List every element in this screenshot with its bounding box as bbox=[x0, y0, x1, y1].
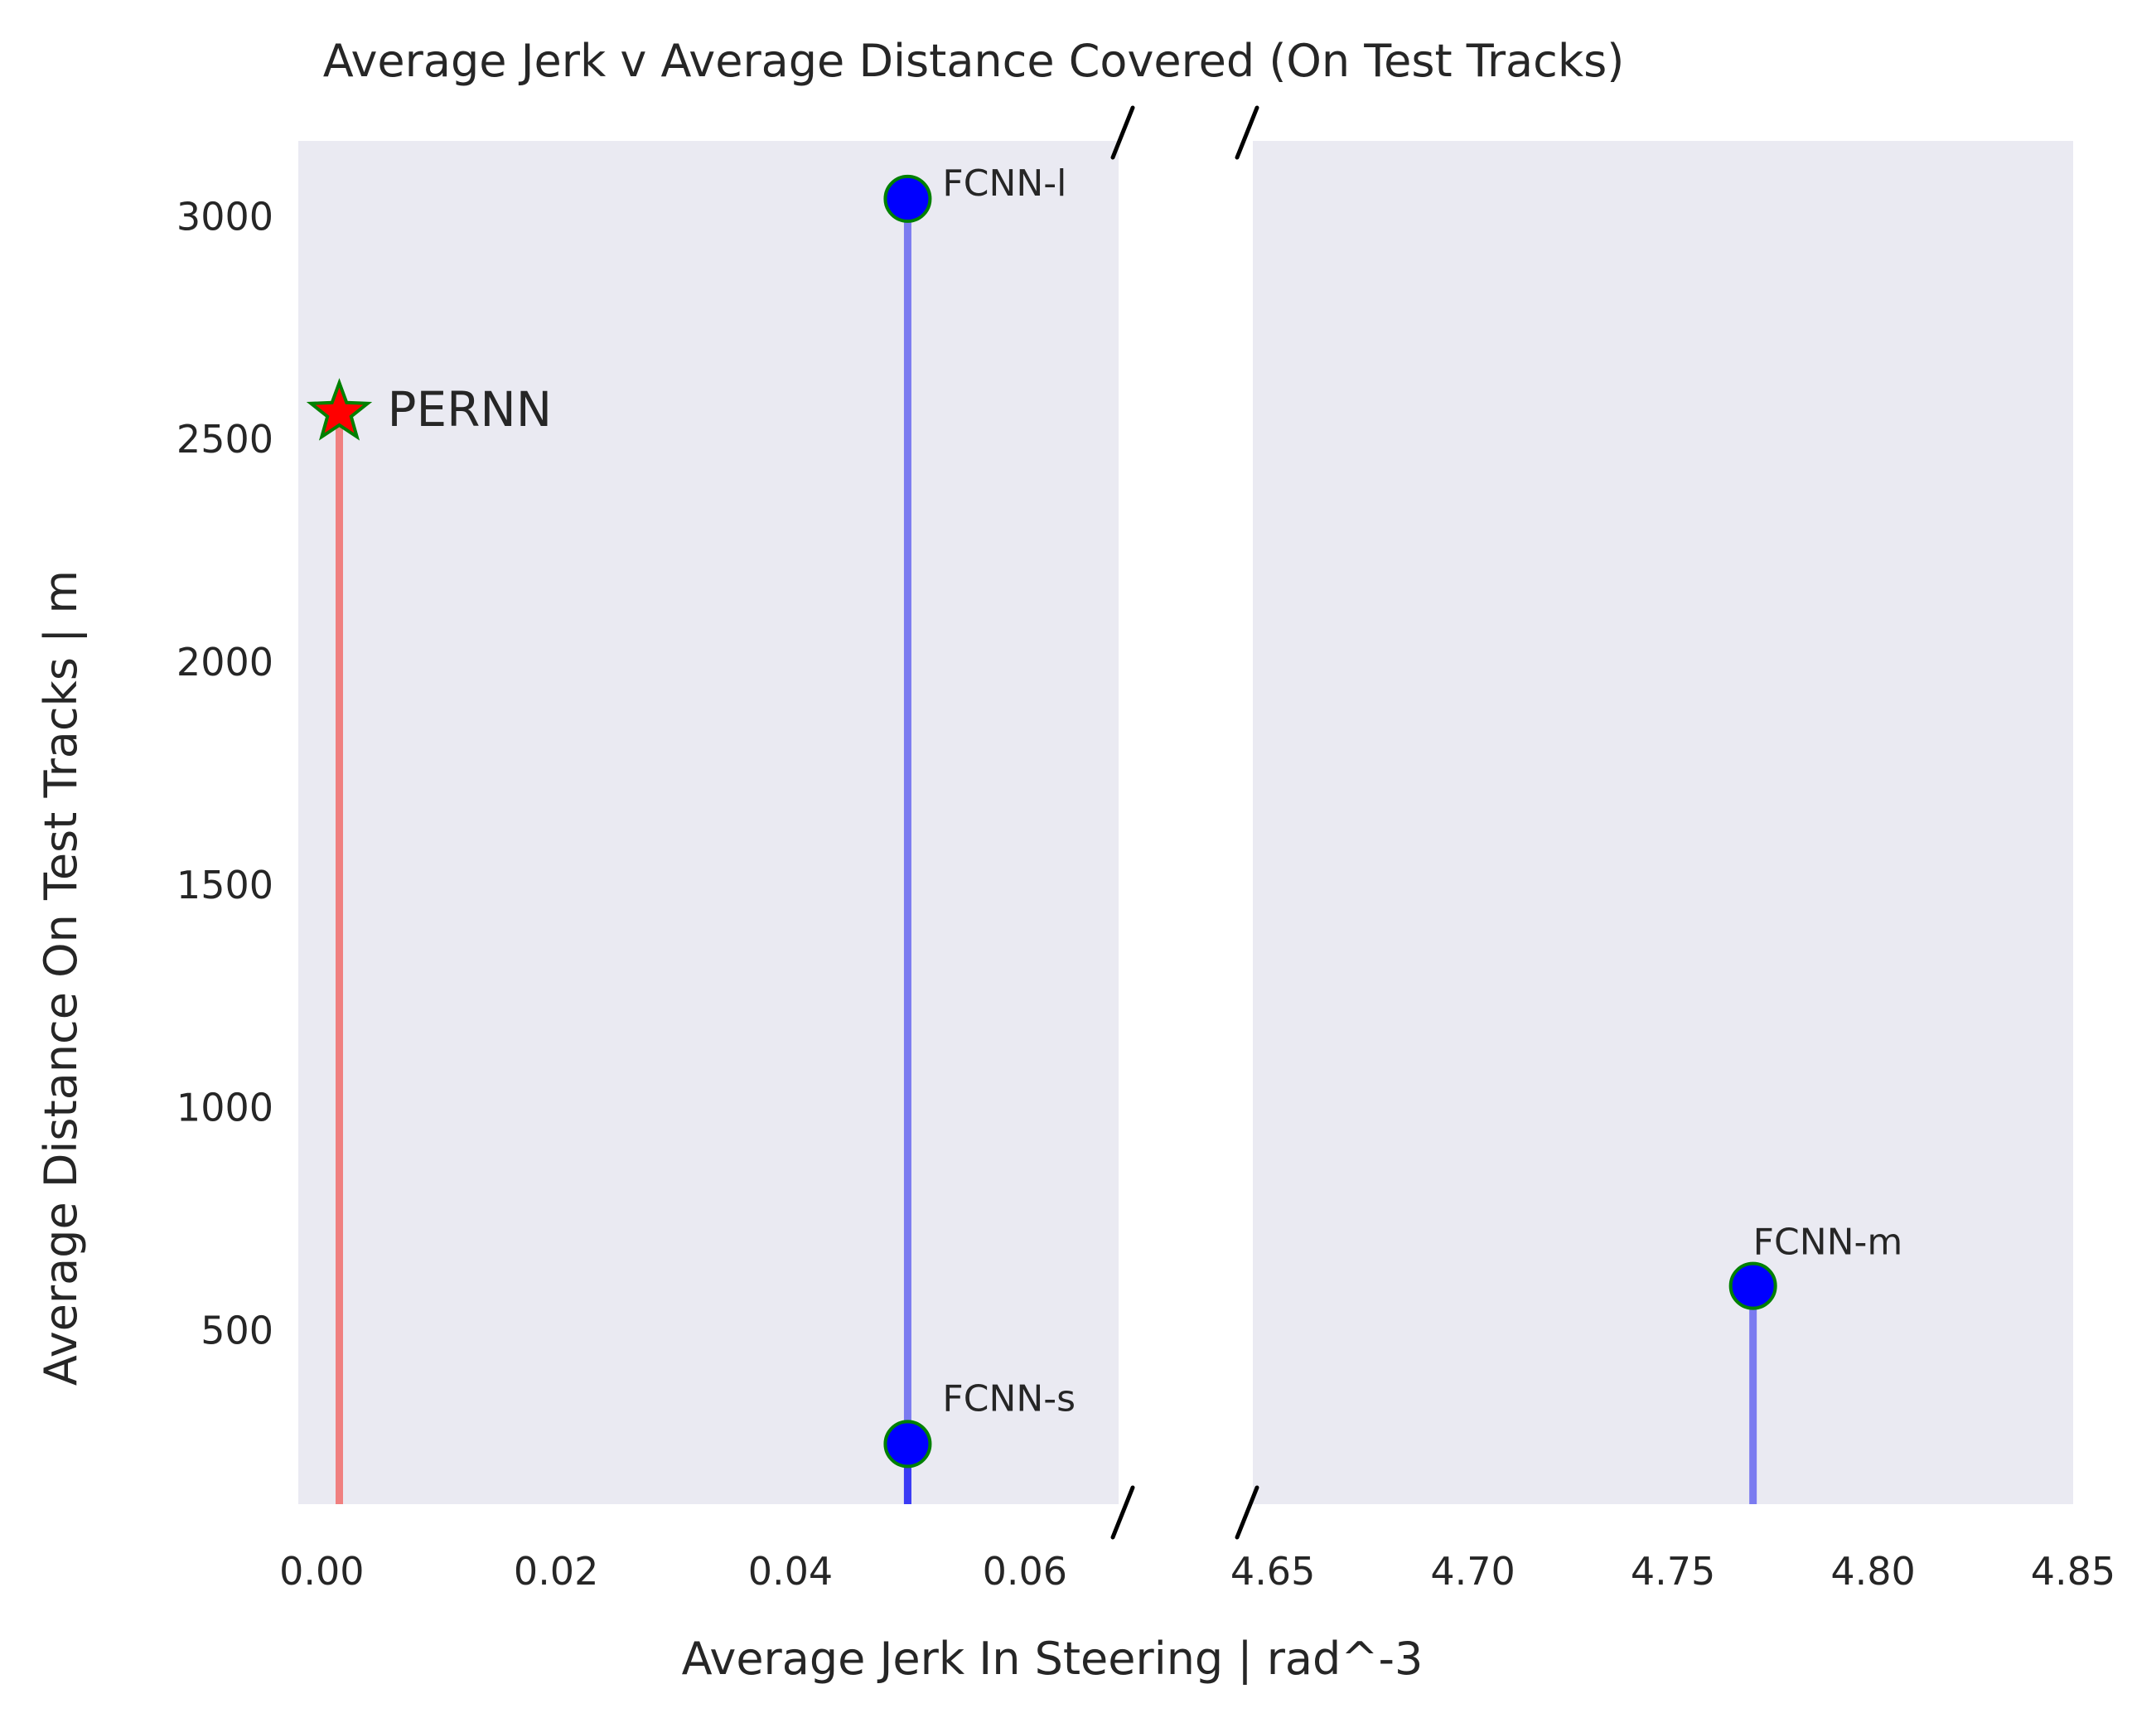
axis-break-marks bbox=[1110, 105, 1259, 1540]
x-tick-label: 4.85 bbox=[2031, 1549, 2115, 1594]
y-tick-label: 3000 bbox=[176, 194, 273, 239]
data-markers bbox=[306, 174, 1777, 1469]
circle-marker bbox=[883, 1420, 932, 1469]
x-axis-label: Average Jerk In Steering | rad^-3 bbox=[682, 1633, 1424, 1685]
y-tick-label: 2000 bbox=[176, 640, 273, 685]
break-mark bbox=[1235, 1485, 1259, 1540]
plot-area-left bbox=[298, 141, 1119, 1504]
x-tick-label: 0.04 bbox=[748, 1549, 833, 1594]
y-tick-label: 2500 bbox=[176, 417, 273, 462]
chart-title: Average Jerk v Average Distance Covered … bbox=[323, 35, 1625, 87]
x-tick-label: 0.02 bbox=[514, 1549, 598, 1594]
x-tick-label: 0.00 bbox=[279, 1549, 364, 1594]
x-tick-label: 4.75 bbox=[1631, 1549, 1715, 1594]
y-tick-label: 500 bbox=[201, 1308, 273, 1352]
circle-marker bbox=[883, 174, 932, 223]
stem-lines bbox=[336, 198, 1757, 1504]
x-tick-label: 4.70 bbox=[1430, 1549, 1515, 1594]
break-mark bbox=[1235, 105, 1259, 160]
y-axis-label: Average Distance On Test Tracks | m bbox=[35, 570, 87, 1386]
x-tick-label: 4.80 bbox=[1830, 1549, 1915, 1594]
x-tick-label: 0.06 bbox=[983, 1549, 1067, 1594]
star-marker bbox=[306, 378, 373, 441]
point-label: FCNN-l bbox=[942, 162, 1066, 205]
point-labels: PERNN FCNN-l FCNN-s FCNN-m bbox=[388, 162, 1903, 1420]
circle-marker bbox=[1728, 1261, 1777, 1310]
point-label: FCNN-m bbox=[1753, 1222, 1903, 1264]
point-label: FCNN-s bbox=[942, 1377, 1076, 1420]
break-mark bbox=[1110, 1485, 1135, 1540]
y-tick-label: 1000 bbox=[176, 1086, 273, 1130]
break-mark bbox=[1110, 105, 1135, 160]
point-label: PERNN bbox=[388, 381, 553, 438]
plot-area-right bbox=[1253, 141, 2073, 1504]
y-tick-label: 1500 bbox=[176, 863, 273, 907]
y-tick-labels: 500 1000 1500 2000 2500 3000 bbox=[176, 194, 273, 1352]
x-tick-labels: 0.00 0.02 0.04 0.06 4.65 4.70 4.75 4.80 4.85 bbox=[279, 1549, 2115, 1594]
x-tick-label: 4.65 bbox=[1230, 1549, 1315, 1594]
